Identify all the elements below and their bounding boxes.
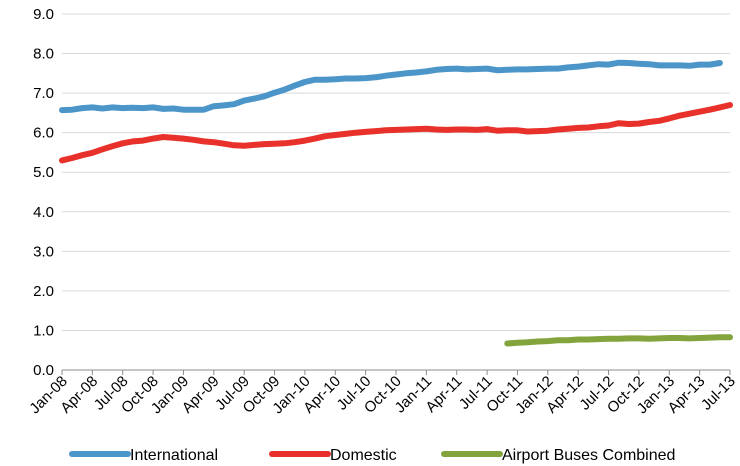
legend: International Domestic Airport Buses Combi… xyxy=(69,447,675,464)
y-tick-label: 0.0 xyxy=(33,362,54,379)
y-tick-label: 2.0 xyxy=(33,283,54,300)
series-line-international xyxy=(59,59,723,114)
y-tick-label: 1.0 xyxy=(33,322,54,339)
y-tick-label: 4.0 xyxy=(33,204,54,221)
y-tick-label: 7.0 xyxy=(33,85,54,102)
series-line-airport-buses-combined xyxy=(504,334,733,347)
series-lines xyxy=(59,59,733,347)
y-tick-label: 6.0 xyxy=(33,125,54,142)
y-tick-label: 5.0 xyxy=(33,164,54,181)
legend-label-airport-buses-combined: Airport Buses Combined xyxy=(502,447,675,464)
legend-label-domestic: Domestic xyxy=(330,447,397,464)
y-tick-label: 9.0 xyxy=(33,6,54,23)
y-tick-label: 3.0 xyxy=(33,243,54,260)
series-line-domestic xyxy=(59,102,733,164)
x-axis xyxy=(61,369,731,375)
legend-label-international: International xyxy=(130,447,218,464)
x-axis-tick-labels: Jan-08Apr-08Jul-08Oct-08Jan-09Apr-09Jul-… xyxy=(26,373,738,417)
y-axis-tick-labels: 0.0 1.0 2.0 3.0 4.0 5.0 6.0 7.0 8.0 9.0 xyxy=(33,6,54,379)
y-tick-label: 8.0 xyxy=(33,46,54,63)
x-tick-label: Jul-13 xyxy=(698,373,739,414)
